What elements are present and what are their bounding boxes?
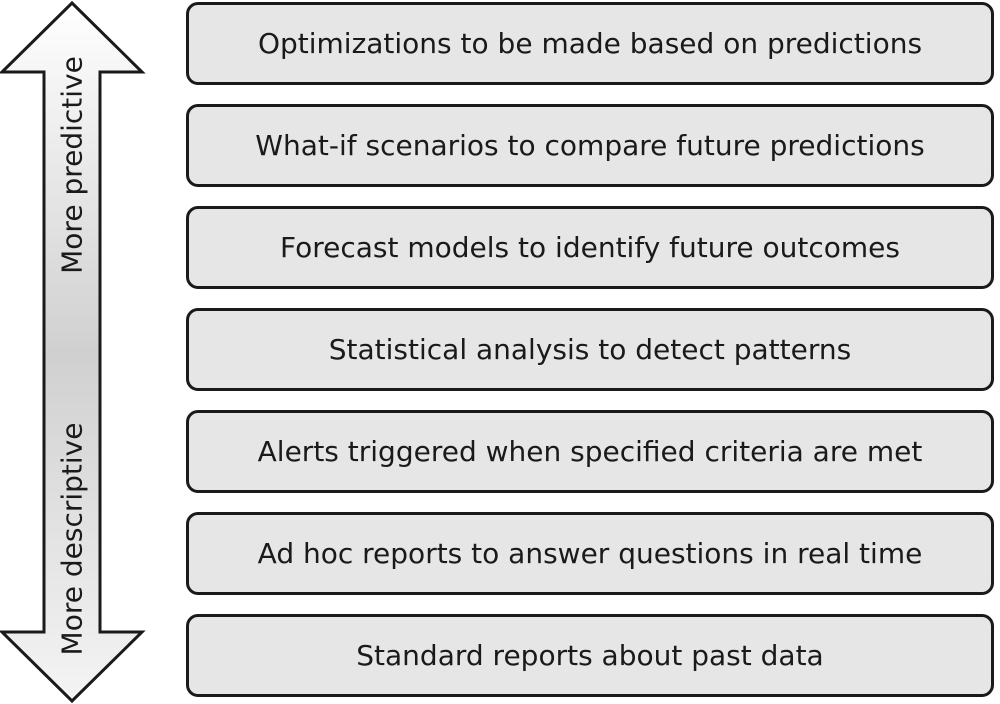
level-ad-hoc-reports: Ad hoc reports to answer questions in re… [186, 512, 994, 595]
level-statistical-analysis: Statistical analysis to detect patterns [186, 308, 994, 391]
double-arrow: More predictive More descriptive [0, 0, 146, 704]
more-descriptive-label: More descriptive [55, 422, 89, 656]
analytics-levels: Optimizations to be made based on predic… [186, 2, 998, 702]
level-forecast-models: Forecast models to identify future outco… [186, 206, 994, 289]
up-down-arrow-icon [0, 0, 146, 704]
level-optimizations: Optimizations to be made based on predic… [186, 2, 994, 85]
level-standard-reports: Standard reports about past data [186, 614, 994, 697]
level-alerts: Alerts triggered when specified criteria… [186, 410, 994, 493]
level-what-if-scenarios: What-if scenarios to compare future pred… [186, 104, 994, 187]
more-predictive-label: More predictive [55, 56, 89, 274]
